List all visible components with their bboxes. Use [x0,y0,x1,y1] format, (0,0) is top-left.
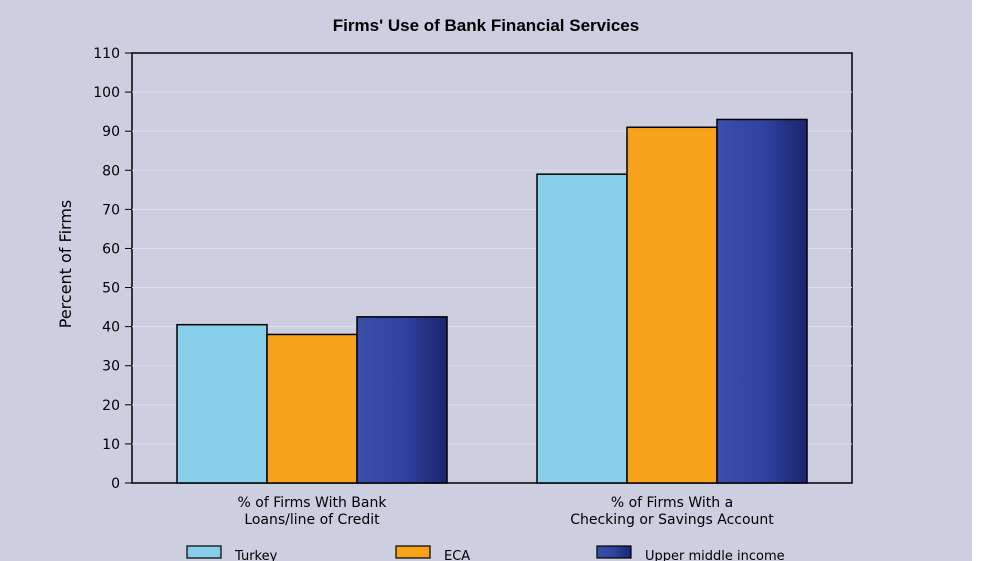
y-tick-label: 20 [102,398,120,414]
bar-upper-middle-income [356,316,448,484]
chart-title: Firms' Use of Bank Financial Services [333,16,639,35]
bar-eca [626,126,718,484]
legend-label: Turkey [234,549,278,561]
y-tick-label: 80 [102,163,120,179]
x-category-label: % of Firms With Bank Loans/line of Credit [238,495,388,528]
y-tick-label: 30 [102,359,120,375]
bar-turkey [176,323,268,484]
y-tick-label: 90 [102,124,120,140]
bar-upper-middle-income [716,118,808,484]
y-tick-label: 50 [102,281,120,297]
x-category-label: % of Firms With a Checking or Savings Acc… [570,495,774,528]
bars [176,118,808,484]
y-tick-label: 70 [102,202,120,218]
legend-label: Upper middle income [645,549,785,561]
bar-turkey [536,173,628,484]
legend-swatch [186,545,222,559]
y-tick-label: 100 [93,85,120,101]
y-tick-label: 110 [93,46,120,62]
y-axis-label: Percent of Firms [56,200,75,329]
y-tick-label: 10 [102,437,120,453]
y-tick-label: 0 [111,476,120,492]
legend-swatch [596,545,632,559]
bar-eca [266,333,358,484]
y-tick-label: 40 [102,320,120,336]
y-tick-label: 60 [102,241,120,257]
legend: Turkey ECA Upper middle income [186,545,785,561]
legend-swatch [395,545,431,559]
legend-label: ECA [444,549,470,561]
x-axis: % of Firms With Bank Loans/line of Credit… [238,495,775,528]
y-axis: 0 10 20 30 40 50 60 70 80 90 100 110 [93,46,132,492]
